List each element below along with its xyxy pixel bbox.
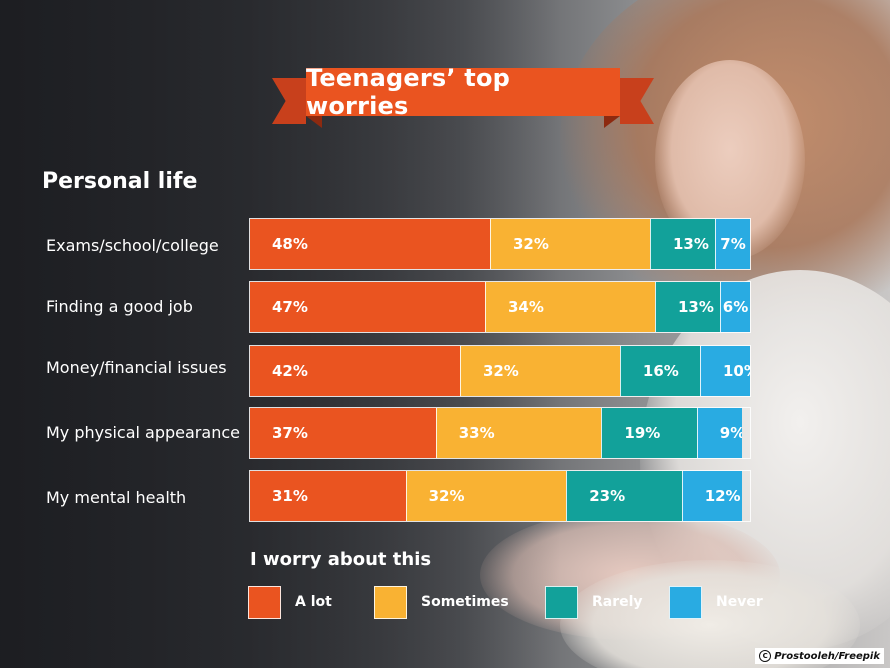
bar-segment: 32% [459,346,620,396]
legend-label: Never [716,594,763,610]
bar-segment: 13% [654,282,721,332]
data-label: 32% [512,235,549,253]
data-label: 33% [458,424,495,442]
data-label: 32% [428,487,465,505]
data-label: 12% [704,487,741,505]
legend-title: I worry about this [250,549,432,570]
bar-segment: 9% [696,408,742,458]
bar-row: 37% 33% 19% 9% [249,407,751,459]
data-label: 16% [642,362,679,380]
data-label: 19% [624,424,661,442]
bar-row: 48% 32% 13% 7% [249,218,751,270]
data-label: 6% [722,298,749,316]
ribbon-tail-left [272,78,306,124]
bar-row: 42% 32% 16% 10% [249,345,751,397]
legend-swatch [374,585,407,619]
legend-label: Rarely [592,594,643,610]
data-label: 47% [272,298,308,316]
section-title: Personal life [42,169,198,194]
bar-segment: 12% [681,471,742,521]
bar-segment: 34% [484,282,655,332]
bar-segment: 13% [649,219,716,269]
copyright-icon: C [759,650,772,662]
legend-label: Sometimes [421,594,509,610]
data-label: 23% [589,487,626,505]
bar-segment: 23% [566,471,682,521]
data-label: 7% [720,235,746,253]
category-label: Money/financial issues [46,358,227,377]
category-label: Finding a good job [46,297,193,316]
data-label: 34% [507,298,544,316]
legend-item: Never [669,584,763,620]
legend-label: A lot [295,594,332,610]
bar-segment: 37% [250,408,436,458]
legend-item: Rarely [545,584,643,620]
data-label: 10% [722,362,750,380]
category-label: My mental health [46,488,187,507]
legend-swatch [545,585,578,619]
bar-segment: 42% [250,346,460,396]
ribbon-band: Teenagers’ top worries [306,64,620,120]
bar-segment: 33% [435,408,602,458]
bar-row: 47% 34% 13% 6% [249,281,751,333]
data-label: 42% [272,362,308,380]
data-label: 37% [272,424,308,442]
bar-segment: 6% [720,282,751,332]
title-ribbon: Teenagers’ top worries [272,64,654,128]
bar-segment: 31% [250,471,406,521]
data-label: 31% [272,487,308,505]
bar-segment: 48% [250,219,490,269]
data-label: 48% [272,235,308,253]
legend-item: A lot [248,584,332,620]
bar-segment: 32% [405,471,567,521]
bar-segment: 7% [715,219,750,269]
category-label: Exams/school/college [46,236,219,255]
photo-credit-text: Prostooleh/Freepik [774,650,880,662]
bar-segment: 19% [601,408,697,458]
bar-row: 31% 32% 23% 12% [249,470,751,522]
legend-item: Sometimes [374,584,509,620]
bar-segment: 10% [699,346,751,396]
bar-segment: 47% [250,282,485,332]
legend-swatch [248,585,281,619]
data-label: 13% [672,235,709,253]
photo-credit: C Prostooleh/Freepik [755,648,884,664]
bar-segment: 16% [619,346,700,396]
data-label: 13% [677,298,714,316]
bar-segment: 32% [489,219,650,269]
category-label: My physical appearance [46,423,240,442]
legend-swatch [669,585,702,619]
data-label: 9% [719,424,742,442]
data-label: 32% [482,362,519,380]
chart-title: Teenagers’ top worries [306,64,511,120]
ribbon-tail-right [620,78,654,124]
